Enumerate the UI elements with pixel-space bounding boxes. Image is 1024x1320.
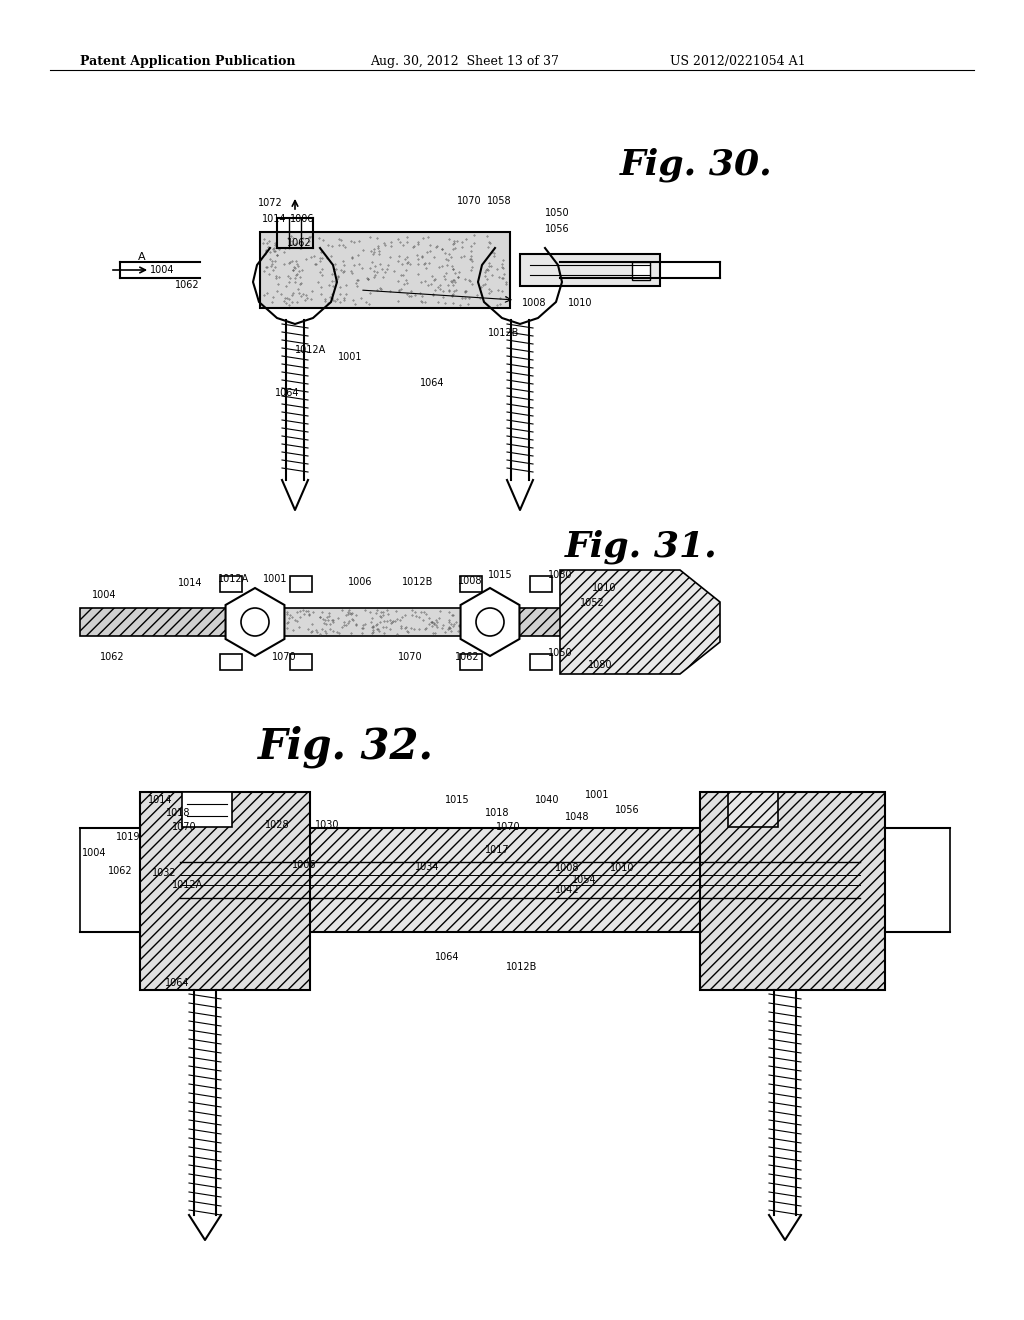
Text: A: A (138, 252, 145, 261)
Text: 1052: 1052 (580, 598, 605, 609)
Text: 1030: 1030 (315, 820, 340, 830)
Text: 1064: 1064 (165, 978, 189, 987)
Polygon shape (560, 570, 720, 675)
Text: 1064: 1064 (435, 952, 460, 962)
Text: 1080: 1080 (548, 570, 572, 579)
Text: 1015: 1015 (488, 570, 513, 579)
Text: 1010: 1010 (610, 863, 635, 873)
Text: 1062: 1062 (108, 866, 133, 876)
Bar (700, 792, 885, 990)
Bar (290, 653, 312, 671)
Bar (470, 609, 700, 636)
Bar (180, 828, 860, 932)
Text: 1012A: 1012A (295, 345, 327, 355)
Text: Fig. 30.: Fig. 30. (620, 148, 773, 182)
Bar (290, 576, 312, 591)
Text: 1006: 1006 (292, 861, 316, 870)
Bar (460, 576, 482, 591)
Text: 1001: 1001 (585, 789, 609, 800)
Text: 1028: 1028 (265, 820, 290, 830)
Bar (260, 232, 510, 308)
Text: 1014: 1014 (148, 795, 172, 805)
Text: 1006: 1006 (348, 577, 373, 587)
Text: 1014: 1014 (262, 214, 287, 224)
Text: 1010: 1010 (568, 298, 593, 308)
Text: 1010: 1010 (592, 583, 616, 593)
Text: 1048: 1048 (565, 812, 590, 822)
Text: 1012A: 1012A (172, 880, 203, 890)
Text: 1001: 1001 (263, 574, 288, 583)
Bar (520, 253, 660, 286)
Bar (530, 576, 552, 591)
Text: 1062: 1062 (287, 238, 311, 248)
Text: 1070: 1070 (496, 822, 520, 832)
Text: 1050: 1050 (545, 209, 569, 218)
Polygon shape (225, 587, 285, 656)
Text: 1014: 1014 (178, 578, 203, 587)
Text: 1070: 1070 (272, 652, 297, 663)
Polygon shape (461, 587, 519, 656)
Text: 1040: 1040 (535, 795, 559, 805)
Text: Fig. 31.: Fig. 31. (565, 531, 718, 565)
Circle shape (476, 609, 504, 636)
Text: 1017: 1017 (485, 845, 510, 855)
Text: 1062: 1062 (455, 652, 479, 663)
Text: 1008: 1008 (522, 298, 547, 308)
Text: 1018: 1018 (166, 808, 190, 818)
Bar (530, 653, 552, 671)
Text: 1012B: 1012B (402, 577, 433, 587)
Bar (260, 609, 470, 636)
Text: 1056: 1056 (545, 224, 569, 234)
Text: 1042: 1042 (555, 884, 580, 895)
Text: 1008: 1008 (458, 576, 482, 586)
Text: 1058: 1058 (487, 195, 512, 206)
Text: 1070: 1070 (172, 822, 197, 832)
Text: Aug. 30, 2012  Sheet 13 of 37: Aug. 30, 2012 Sheet 13 of 37 (370, 55, 559, 69)
Text: 1004: 1004 (82, 847, 106, 858)
Text: 1004: 1004 (150, 265, 174, 275)
Text: 1012A: 1012A (218, 574, 249, 583)
Text: 1054: 1054 (572, 875, 597, 884)
Text: 1062: 1062 (175, 280, 200, 290)
Bar (632, 261, 650, 280)
Text: 1004: 1004 (92, 590, 117, 601)
Text: 1019: 1019 (116, 832, 140, 842)
Bar (182, 792, 232, 828)
Bar (220, 653, 242, 671)
Bar (220, 576, 242, 591)
Text: 1064: 1064 (420, 378, 444, 388)
Text: 1056: 1056 (615, 805, 640, 814)
Text: Patent Application Publication: Patent Application Publication (80, 55, 296, 69)
Text: US 2012/0221054 A1: US 2012/0221054 A1 (670, 55, 806, 69)
Bar (460, 653, 482, 671)
Text: 1012B: 1012B (506, 962, 538, 972)
Text: 1070: 1070 (398, 652, 423, 663)
Text: 1032: 1032 (152, 869, 176, 878)
Text: 1034: 1034 (415, 862, 439, 873)
Circle shape (241, 609, 269, 636)
Bar (140, 792, 310, 990)
Bar (80, 609, 260, 636)
Text: 1064: 1064 (275, 388, 299, 399)
Bar (728, 792, 778, 828)
Text: 1008: 1008 (555, 863, 580, 873)
Text: 1072: 1072 (258, 198, 283, 209)
Text: 1006: 1006 (290, 214, 314, 224)
Text: 1080: 1080 (588, 660, 612, 671)
Text: 1015: 1015 (445, 795, 470, 805)
Text: 1018: 1018 (485, 808, 510, 818)
Text: 1050: 1050 (548, 648, 572, 657)
Text: Fig. 32.: Fig. 32. (258, 725, 434, 767)
Text: 1062: 1062 (100, 652, 125, 663)
Text: 1001: 1001 (338, 352, 362, 362)
Text: 1012B: 1012B (488, 327, 519, 338)
Text: 1070: 1070 (457, 195, 481, 206)
